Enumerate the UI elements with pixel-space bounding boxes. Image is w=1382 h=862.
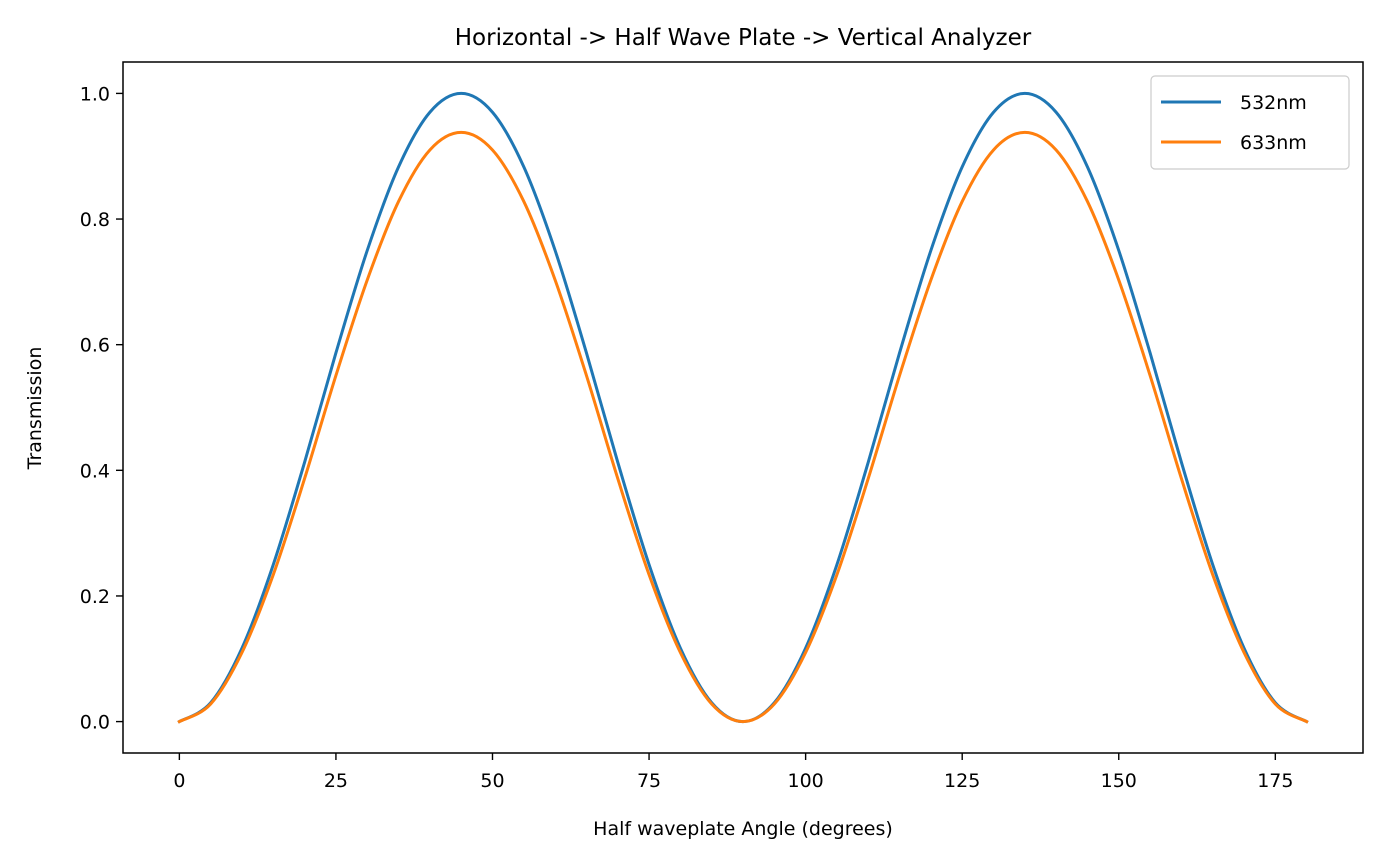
y-tick-label: 0.2	[80, 586, 110, 608]
y-axis-label: Transmission	[24, 347, 46, 471]
x-tick-label: 150	[1101, 770, 1137, 792]
y-tick-label: 0.4	[80, 460, 110, 482]
y-tick-label: 0.6	[80, 335, 110, 357]
series-line-633nm	[177, 130, 1309, 724]
y-tick-label: 1.0	[80, 83, 110, 105]
axes-frame	[122, 61, 1364, 754]
x-tick-label: 175	[1257, 770, 1293, 792]
x-axis: 0 25 50 75 100 125 150 175	[173, 753, 1293, 792]
plot-area	[177, 91, 1309, 724]
chart-title: Horizontal -> Half Wave Plate -> Vertica…	[455, 25, 1032, 51]
x-tick-label: 75	[637, 770, 661, 792]
y-tick-label: 0.8	[80, 209, 110, 231]
legend-label-633nm: 633nm	[1240, 132, 1307, 154]
x-tick-label: 100	[787, 770, 823, 792]
x-tick-label: 50	[480, 770, 504, 792]
x-tick-label: 25	[324, 770, 348, 792]
y-axis: 0.0 0.2 0.4 0.6 0.8 1.0	[80, 83, 123, 734]
x-tick-label: 125	[944, 770, 980, 792]
legend-label-532nm: 532nm	[1240, 92, 1307, 114]
legend: 532nm 633nm	[1150, 75, 1350, 170]
legend-frame	[1150, 75, 1350, 170]
x-axis-label: Half waveplate Angle (degrees)	[593, 818, 893, 840]
y-tick-label: 0.0	[80, 712, 110, 734]
x-tick-label: 0	[173, 770, 185, 792]
